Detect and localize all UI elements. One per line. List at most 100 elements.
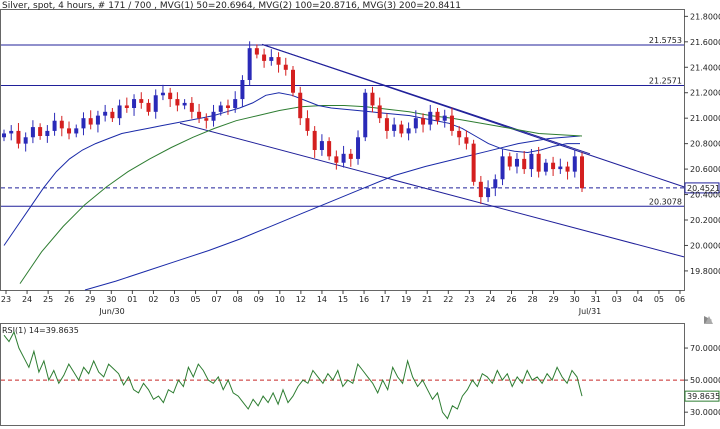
x-tick-label: 30: [106, 295, 116, 304]
inner-trendline: [261, 43, 591, 155]
x-tick-label: 23: [464, 295, 474, 304]
candle-body: [551, 162, 556, 170]
x-axis-ticks: 23 24 25 26 29 30 01 02 03 05 07 08 09 10 12 14 15 16 17 19…: [1, 290, 685, 316]
rsi-tick-label: 30.0000: [690, 408, 720, 417]
header-line: Silver, spot, 4 hours, # 171 / 700 , MVG…: [2, 1, 461, 11]
candle-body: [334, 156, 339, 163]
ma1-label: MVG(1) 50=20.6964: [160, 1, 253, 11]
candle-body: [254, 48, 259, 55]
y-tick-label: 20.8000: [690, 140, 720, 149]
x-tick-label: 25: [43, 295, 53, 304]
candle-body: [384, 118, 389, 131]
candle-body: [218, 105, 223, 112]
scroll-up-icon[interactable]: [705, 316, 713, 324]
x-tick-label: 17: [380, 295, 390, 304]
candle-body: [442, 115, 447, 121]
candle-body: [558, 166, 563, 170]
month-label: Jul/31: [578, 307, 602, 316]
candle-body: [428, 111, 433, 125]
level-label: 21.2571: [649, 76, 682, 85]
x-tick-label: 29: [85, 295, 95, 304]
candle-body: [160, 92, 165, 96]
candle-body: [478, 181, 483, 198]
candle-body: [421, 118, 426, 125]
candle-body: [276, 57, 281, 65]
candle-body: [370, 92, 375, 106]
candle-body: [522, 158, 527, 170]
candle-body: [305, 118, 310, 131]
levels-layer: 21.5753 21.2571 20.3078 20.4521: [1, 36, 720, 207]
y-tick-label: 20.4000: [690, 191, 720, 200]
candle-body: [88, 118, 93, 125]
candle-body: [211, 111, 216, 121]
x-tick-label: 01: [127, 295, 137, 304]
rsi-layer: 70.0000 50.0000 30.0000 39.8635: [1, 330, 720, 420]
rsi-tick-label: 70.0000: [690, 344, 720, 353]
candle-body: [23, 137, 28, 144]
rsi-tick-label: 50.0000: [690, 376, 720, 385]
y-tick-label: 20.6000: [690, 165, 720, 174]
x-tick-label: 30: [570, 295, 580, 304]
x-tick-label: 07: [212, 295, 222, 304]
candle-body: [182, 102, 187, 106]
y-tick-label: 20.2000: [690, 216, 720, 225]
x-tick-label: 28: [527, 295, 537, 304]
candle-body: [500, 156, 505, 180]
candle-body: [464, 137, 469, 144]
x-tick-label: 22: [443, 295, 453, 304]
x-tick-label: 29: [549, 295, 559, 304]
candle-body: [247, 48, 252, 80]
x-tick-label: 15: [338, 295, 348, 304]
rsi-current-tag: [684, 390, 720, 402]
candle-body: [283, 64, 288, 70]
candle-body: [327, 141, 332, 157]
candle-body: [139, 99, 144, 103]
x-tick-label: 03: [169, 295, 179, 304]
candle-body: [312, 130, 317, 150]
candle-body: [399, 124, 404, 134]
candle-body: [486, 188, 491, 198]
candle-body: [363, 92, 368, 138]
candle-body: [298, 92, 303, 119]
candle-body: [341, 153, 346, 163]
x-tick-label: 05: [190, 295, 200, 304]
candle-body: [233, 99, 238, 108]
level-label: 20.3078: [649, 197, 682, 206]
candle-body: [449, 115, 454, 131]
candle-body: [67, 128, 72, 134]
candle-body: [16, 130, 21, 144]
main-panel-frame: [0, 9, 685, 291]
rsi-label: RSI(1) 14=39.8635: [2, 326, 79, 335]
ma50-line: [3, 92, 580, 246]
rsi-panel-frame: [0, 323, 685, 426]
ma3-label: MVG(3) 200=20.8411: [363, 1, 461, 11]
candle-body: [565, 166, 570, 172]
x-tick-label: 19: [401, 295, 411, 304]
lower-trendline: [179, 122, 685, 258]
candle-body: [413, 118, 418, 129]
x-tick-label: 21: [422, 295, 432, 304]
candle-body: [471, 143, 476, 182]
x-tick-label: 09: [254, 295, 264, 304]
y-tick-label: 21.8000: [690, 12, 720, 21]
candle-body: [435, 111, 440, 121]
candle-body: [262, 54, 267, 61]
candle-body: [95, 115, 100, 125]
y-tick-label: 20.0000: [690, 241, 720, 250]
candle-body: [225, 105, 230, 108]
ma2-label: MVG(2) 100=20.8716: [258, 1, 357, 11]
x-tick-label: 03: [612, 295, 622, 304]
candle-body: [146, 102, 151, 112]
candle-body: [52, 120, 57, 131]
candle-body: [124, 105, 129, 108]
candle-body: [59, 120, 64, 129]
candle-body: [74, 128, 79, 134]
candle-body: [291, 69, 295, 93]
candle-body: [240, 80, 245, 100]
current-price-tag: [684, 182, 720, 194]
x-tick-label: 06: [675, 295, 685, 304]
candle-body: [572, 156, 577, 172]
candle-body: [117, 105, 122, 119]
